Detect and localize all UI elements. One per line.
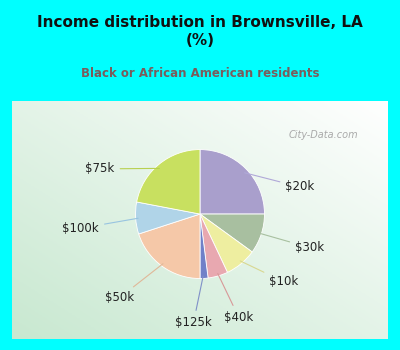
Text: $30k: $30k <box>259 233 324 254</box>
Wedge shape <box>200 214 228 278</box>
Text: $125k: $125k <box>175 276 212 329</box>
Text: $40k: $40k <box>218 273 253 324</box>
Text: City-Data.com: City-Data.com <box>288 130 358 140</box>
Text: Black or African American residents: Black or African American residents <box>81 67 319 80</box>
Wedge shape <box>200 214 208 279</box>
Wedge shape <box>200 214 264 252</box>
Wedge shape <box>200 149 264 214</box>
Text: Income distribution in Brownsville, LA
(%): Income distribution in Brownsville, LA (… <box>37 15 363 48</box>
Wedge shape <box>136 202 200 234</box>
Text: $20k: $20k <box>245 173 314 194</box>
Wedge shape <box>139 214 200 279</box>
Wedge shape <box>200 214 252 272</box>
Text: $75k: $75k <box>86 162 160 175</box>
Text: $50k: $50k <box>105 264 163 304</box>
Text: $100k: $100k <box>62 218 138 235</box>
Text: $10k: $10k <box>240 261 298 288</box>
Wedge shape <box>137 149 200 214</box>
